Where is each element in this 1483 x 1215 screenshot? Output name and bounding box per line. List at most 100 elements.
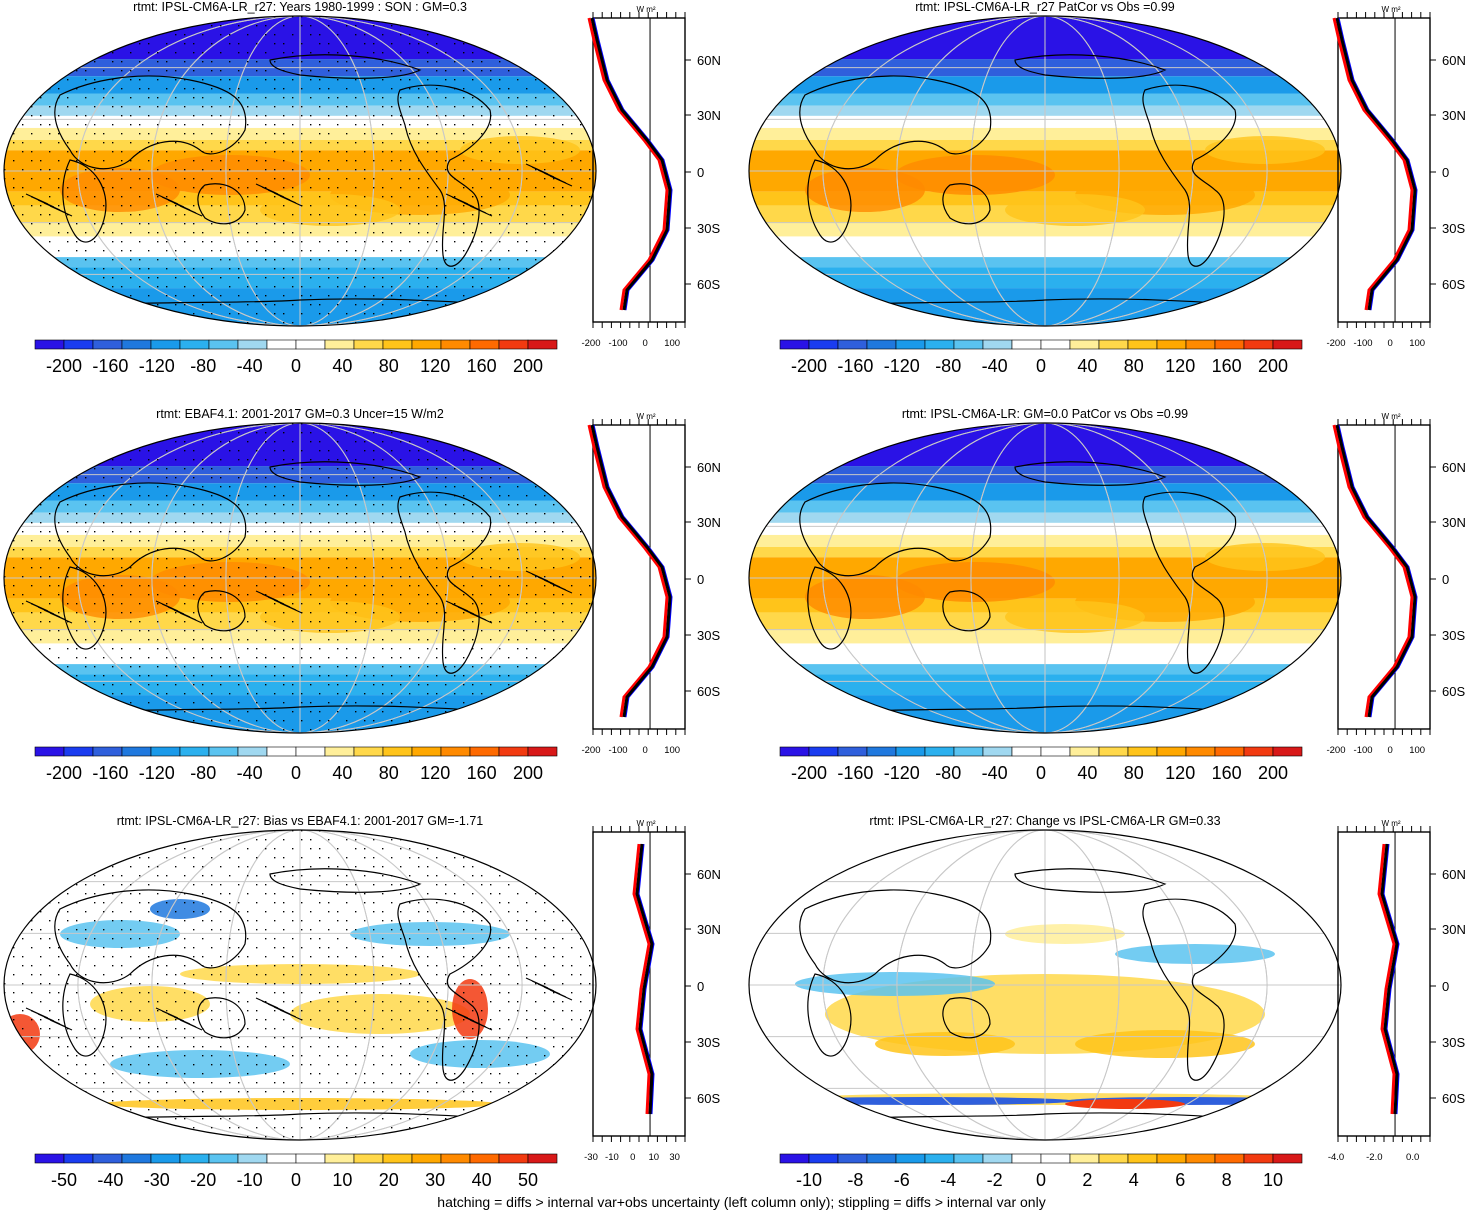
colorbar-cell — [895, 1153, 926, 1164]
colorbar-cell — [527, 1153, 558, 1164]
panel-p5: rtmt: IPSL-CM6A-LR_r27: Bias vs EBAF4.1:… — [0, 814, 740, 1214]
profile-lat-label: 30S — [697, 1035, 720, 1050]
graticule-lon — [225, 16, 375, 326]
zonal-profile: W m² 60N 30N 0 30S 60S -200 -100 0 100 — [581, 5, 720, 349]
profile-lat-label: 60N — [1442, 867, 1466, 882]
map-anomaly — [110, 1050, 290, 1078]
colorbar-tick-label: 160 — [467, 356, 497, 376]
profile-x-label: 100 — [1409, 338, 1425, 349]
profile-x-label: -200 — [1326, 745, 1345, 756]
colorbar-cell — [1098, 339, 1129, 350]
colorbar-cell — [982, 1153, 1013, 1164]
map-anomaly — [150, 155, 310, 195]
coastlines — [54, 461, 492, 674]
profile-lat-label: 30S — [1442, 1035, 1465, 1050]
profile-obs-line — [587, 17, 669, 311]
colorbar-tick-label: -200 — [791, 356, 827, 376]
zonal-profile: W m² 60N 30N 0 30S 60S -200 -100 0 100 — [1326, 5, 1465, 349]
panel-title: rtmt: EBAF4.1: 2001-2017 GM=0.3 Uncer=15… — [156, 407, 444, 421]
colorbar-tick-label: 40 — [1077, 356, 1097, 376]
colorbar-cell — [1069, 746, 1100, 757]
colorbar-cell — [411, 1153, 442, 1164]
coastlines — [799, 461, 1237, 674]
panel-p3: rtmt: EBAF4.1: 2001-2017 GM=0.3 Uncer=15… — [0, 407, 740, 807]
colorbar-tick-label: -20 — [190, 1170, 216, 1190]
colorbar-cell — [837, 339, 868, 350]
colorbar-tick-label: 8 — [1222, 1170, 1232, 1190]
map — [748, 829, 1342, 1141]
colorbar-cell — [498, 746, 529, 757]
colorbar-cell — [1098, 1153, 1129, 1164]
profile-units: W m² — [1381, 412, 1400, 421]
profile-x-label: 100 — [1409, 745, 1425, 756]
colorbar-cell — [1272, 746, 1303, 757]
map-anomaly — [1115, 944, 1275, 964]
colorbar-cell — [92, 1153, 123, 1164]
colorbar-cell — [150, 746, 181, 757]
map-anomaly — [775, 1097, 1075, 1105]
colorbar-cell — [92, 746, 123, 757]
profile-lat-label: 0 — [697, 979, 704, 994]
profile-lat-label: 0 — [1442, 572, 1449, 587]
panel-title: rtmt: IPSL-CM6A-LR_r27 PatCor vs Obs =0.… — [915, 0, 1175, 14]
colorbar-cell — [1214, 339, 1245, 350]
colorbar-cell — [382, 746, 413, 757]
panel-p2: rtmt: IPSL-CM6A-LR_r27 PatCor vs Obs =0.… — [745, 0, 1483, 400]
profile-obs-line — [1332, 424, 1414, 718]
profile-x-label: -200 — [581, 745, 600, 756]
profile-x-label: -200 — [1326, 338, 1345, 349]
profile-x-label: -4.0 — [1328, 1152, 1344, 1163]
colorbar-cell — [895, 746, 926, 757]
profile-x-label: 0 — [1387, 745, 1392, 756]
graticule-lon — [77, 423, 523, 733]
map-anomaly — [60, 920, 180, 948]
colorbar-cell — [1214, 746, 1245, 757]
colorbar-cell — [469, 339, 500, 350]
map-anomaly — [805, 168, 925, 212]
map-border — [748, 829, 1342, 1141]
colorbar-cell — [208, 1153, 239, 1164]
colorbar-cell — [353, 746, 384, 757]
colorbar-tick-label: -40 — [982, 356, 1008, 376]
profile-units: W m² — [636, 412, 655, 421]
profile-lat-label: 30N — [697, 515, 721, 530]
profile-x-label: -100 — [609, 338, 628, 349]
profile-units: W m² — [636, 5, 655, 14]
zonal-profile: W m² 60N 30N 0 30S 60S -4.0 -2.0 0.0 — [1328, 819, 1466, 1163]
profile-lat-label: 30S — [697, 628, 720, 643]
coastlines — [54, 868, 492, 1081]
colorbar-cell — [1243, 1153, 1274, 1164]
map-anomaly — [260, 601, 400, 633]
colorbar-tick-label: -2 — [987, 1170, 1003, 1190]
panel-graphics: -200 -160 -120 -80 -40 0 40 80 120 160 200 W m² 60N 3… — [3, 5, 721, 376]
colorbar-tick-label: 6 — [1175, 1170, 1185, 1190]
colorbar-tick-label: 0 — [291, 763, 301, 783]
profile-x-label: 30 — [669, 1152, 680, 1163]
colorbar-cell — [808, 746, 839, 757]
panel-title: rtmt: IPSL-CM6A-LR_r27: Change vs IPSL-C… — [869, 814, 1221, 828]
colorbar-tick-label: -40 — [237, 356, 263, 376]
colorbar-cell — [1243, 339, 1274, 350]
colorbar-cell — [1011, 746, 1042, 757]
profile-x-label: 0 — [642, 338, 647, 349]
colorbar-tick-label: -10 — [237, 1170, 263, 1190]
zonal-profile: W m² 60N 30N 0 30S 60S -200 -100 0 100 — [581, 412, 720, 756]
colorbar: -10 -8 -6 -4 -2 0 2 4 6 8 10 — [779, 1153, 1303, 1190]
map-anomaly — [1065, 1099, 1185, 1109]
colorbar-tick-label: 20 — [379, 1170, 399, 1190]
profile-x-label: 0 — [1387, 338, 1392, 349]
colorbar-tick-label: 0 — [291, 356, 301, 376]
graticule-lon — [822, 423, 1268, 733]
colorbar-cell — [953, 339, 984, 350]
panel-title: rtmt: IPSL-CM6A-LR_r27: Bias vs EBAF4.1:… — [116, 814, 484, 828]
zonal-profile: W m² 60N 30N 0 30S 60S -30 -10 0 10 30 — [584, 819, 721, 1163]
panel-graphics: -10 -8 -6 -4 -2 0 2 4 6 8 10 W m² 60N 30N 0 30S 60S -4.0 -… — [748, 819, 1466, 1190]
colorbar-cell — [63, 1153, 94, 1164]
coastlines — [54, 54, 492, 267]
colorbar-cell — [295, 339, 326, 350]
colorbar-cell — [1127, 339, 1158, 350]
profile-lat-label: 0 — [1442, 979, 1449, 994]
map-anomaly — [150, 899, 210, 919]
colorbar-tick-label: -160 — [837, 763, 873, 783]
profile-x-label: 100 — [664, 745, 680, 756]
